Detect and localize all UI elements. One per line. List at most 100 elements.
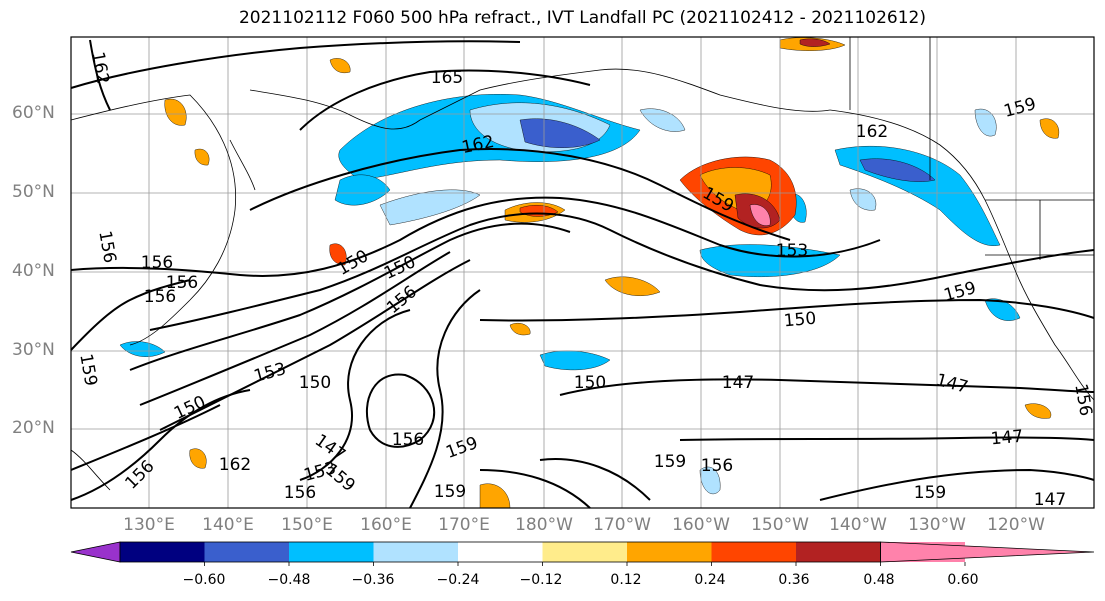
contour-value-label: 147 bbox=[722, 373, 754, 393]
anomaly-region bbox=[974, 108, 997, 137]
colorbar-swatch bbox=[542, 542, 627, 562]
anomaly-region bbox=[479, 483, 511, 509]
colorbar-tick-label: −0.48 bbox=[267, 572, 311, 588]
coastline bbox=[70, 449, 111, 491]
lon-label: 150°W bbox=[751, 515, 809, 535]
height-contour bbox=[129, 222, 571, 371]
anomaly-region bbox=[799, 38, 831, 47]
colorbar-tick-label: −0.36 bbox=[351, 572, 395, 588]
anomaly-region bbox=[699, 466, 721, 495]
map-frame bbox=[70, 36, 1095, 509]
anomaly-region bbox=[749, 204, 771, 226]
lat-label: 50°N bbox=[12, 182, 55, 202]
lon-label: 180°W bbox=[515, 515, 573, 535]
contour-value-label: 150 bbox=[381, 252, 419, 284]
colorbar-swatch bbox=[289, 542, 374, 562]
height-contour bbox=[299, 309, 411, 481]
colorbar-swatch bbox=[796, 542, 881, 562]
height-contour bbox=[559, 378, 1095, 396]
anomaly-region bbox=[194, 148, 210, 166]
colorbar-frame bbox=[119, 541, 881, 563]
contour-value-label: 156 bbox=[701, 456, 733, 476]
lon-label: 160°E bbox=[360, 515, 412, 535]
lat-label: 40°N bbox=[12, 261, 55, 281]
height-contour bbox=[365, 373, 436, 448]
colorbar-extend-low bbox=[70, 541, 121, 563]
contour-value-label: 159 bbox=[75, 352, 100, 387]
colorbar-swatch bbox=[204, 542, 289, 562]
contour-value-label: 159 bbox=[654, 452, 686, 472]
anomaly-region bbox=[984, 298, 1021, 321]
contour-value-label: 156 bbox=[121, 456, 158, 493]
anomaly-region bbox=[329, 58, 351, 73]
anomaly-region bbox=[859, 158, 936, 182]
contour-value-label: 156 bbox=[94, 229, 119, 264]
contour-value-label: 150 bbox=[783, 309, 817, 332]
height-contour bbox=[539, 458, 651, 501]
contour-lines bbox=[70, 39, 1095, 509]
lon-label: 150°E bbox=[281, 515, 333, 535]
height-contour bbox=[70, 279, 191, 351]
contour-value-label: 147 bbox=[990, 427, 1024, 450]
height-contour bbox=[89, 39, 111, 111]
height-contour bbox=[479, 298, 1095, 322]
height-contour bbox=[149, 212, 1095, 331]
anomaly-region bbox=[509, 322, 531, 336]
colorbar-tick-label: 0.36 bbox=[778, 572, 810, 588]
lon-label: 120°W bbox=[987, 515, 1045, 535]
colorbar-tick-label: −0.60 bbox=[182, 572, 226, 588]
lon-label: 170°W bbox=[593, 515, 651, 535]
colorbar-swatch bbox=[458, 542, 543, 562]
lon-label: 170°E bbox=[438, 515, 490, 535]
anomaly-region bbox=[379, 189, 481, 226]
height-contour bbox=[70, 389, 251, 501]
contour-value-label: 153 bbox=[776, 241, 808, 261]
height-contour bbox=[139, 251, 451, 406]
contour-value-label: 147 bbox=[1034, 490, 1066, 510]
height-contour bbox=[409, 289, 481, 509]
contour-value-label: 153 bbox=[252, 359, 289, 387]
anomaly-region bbox=[164, 98, 187, 126]
colorbar-tick-label: 0.24 bbox=[694, 572, 726, 588]
coastlines bbox=[70, 37, 1095, 491]
colorbar-tick-label: 0.60 bbox=[947, 572, 979, 588]
height-contour bbox=[159, 259, 471, 431]
coastline bbox=[249, 68, 831, 130]
contour-value-label: 159 bbox=[1002, 94, 1039, 122]
contour-value-label: 159 bbox=[942, 278, 979, 306]
contour-value-label: 162 bbox=[87, 50, 112, 85]
contour-value-label: 159 bbox=[443, 433, 480, 463]
lon-label: 140°E bbox=[202, 515, 254, 535]
contour-value-label: 159 bbox=[434, 482, 466, 502]
height-contour bbox=[479, 469, 591, 509]
lon-label: 160°W bbox=[672, 515, 730, 535]
colorbar-tick-label: 0.48 bbox=[863, 572, 895, 588]
lon-label: 130°W bbox=[908, 515, 966, 535]
height-contour bbox=[299, 69, 591, 131]
contour-value-label: 156 bbox=[1070, 382, 1095, 417]
colorbar-tick-label: 0.12 bbox=[610, 572, 642, 588]
contour-value-label: 156 bbox=[284, 483, 316, 503]
contour-value-label: 156 bbox=[392, 430, 424, 450]
anomaly-region bbox=[639, 108, 686, 132]
shading-layer bbox=[119, 37, 1060, 509]
height-contour bbox=[679, 436, 1095, 441]
colorbar-tick-label: −0.12 bbox=[519, 572, 563, 588]
colorbar-extend-high bbox=[880, 541, 1095, 563]
height-contour bbox=[819, 468, 1095, 501]
colorbar-swatch bbox=[120, 542, 205, 562]
colorbar-swatch bbox=[373, 542, 458, 562]
lat-label: 30°N bbox=[12, 340, 55, 360]
anomaly-region bbox=[539, 350, 611, 371]
gridlines bbox=[71, 37, 1094, 508]
contour-value-label: 162 bbox=[856, 122, 888, 142]
anomaly-region bbox=[334, 174, 391, 206]
height-contour bbox=[70, 40, 521, 89]
anomaly-region bbox=[119, 341, 166, 357]
contour-value-label: 156 bbox=[166, 273, 198, 293]
lon-label: 140°W bbox=[829, 515, 887, 535]
contour-value-label: 162 bbox=[219, 455, 251, 475]
anomaly-region bbox=[189, 448, 207, 469]
contour-value-label: 165 bbox=[431, 68, 463, 88]
